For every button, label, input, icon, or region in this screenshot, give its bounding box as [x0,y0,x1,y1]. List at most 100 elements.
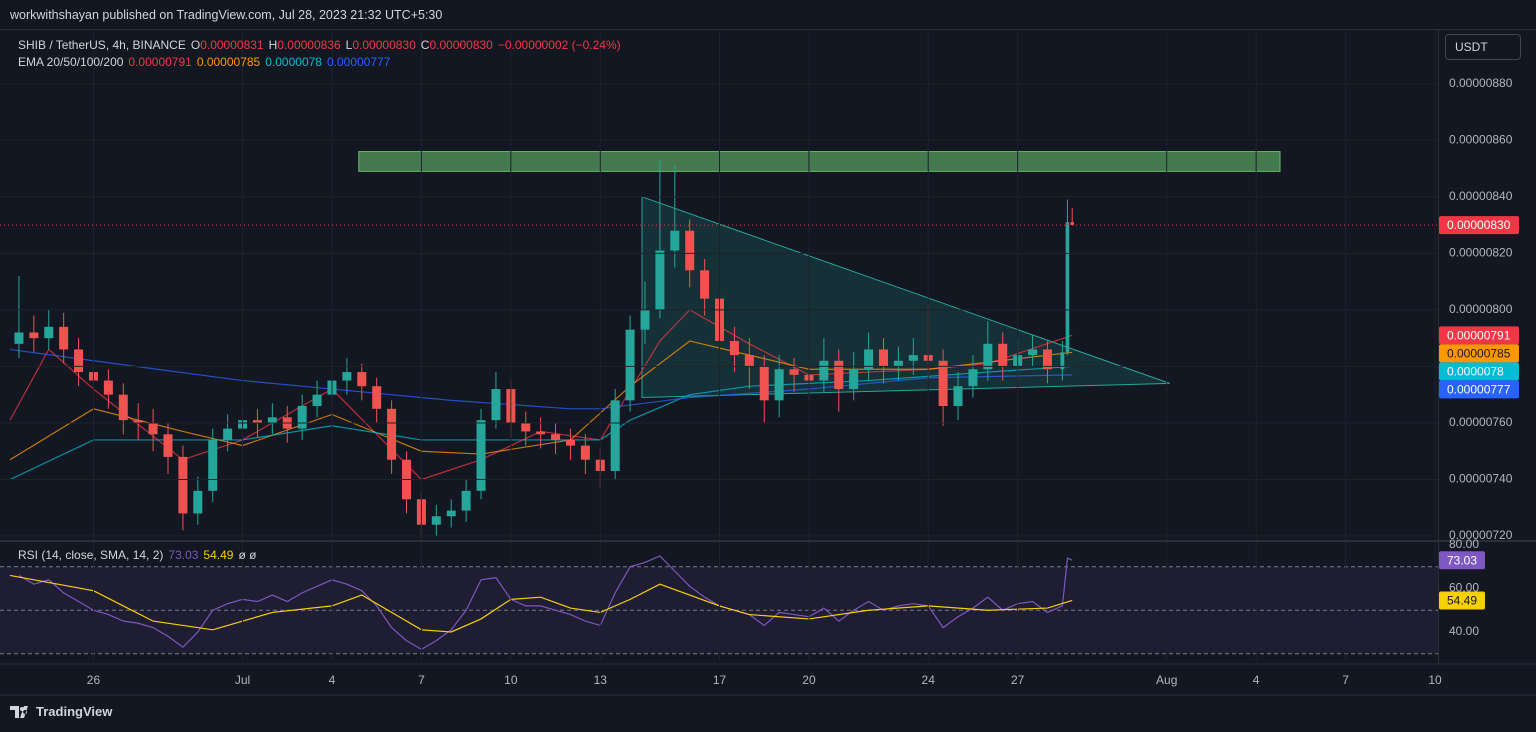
candle-body [357,372,367,387]
candle-body [387,408,397,460]
candle-body [446,510,456,517]
price-badge-label: 0.00000785 [1447,346,1511,360]
candle-body [476,420,486,491]
candle-body [312,394,322,406]
candle-body [625,329,635,401]
candle-body [551,434,561,440]
candle-body [252,420,262,423]
candle-body [1060,352,1065,370]
y-tick-label: 0.00000840 [1449,189,1513,203]
ema-value: 0.00000785 [196,55,261,69]
candle-body [565,439,575,446]
x-tick-label: 7 [1342,673,1349,687]
resistance-zone [358,151,1281,172]
candle-body [700,270,710,299]
x-tick-label: 20 [802,673,816,687]
currency-button[interactable]: USDT [1445,34,1521,60]
rsi-legend: RSI (14, close, SMA, 14, 2) 73.03 54.49 ø ø [18,548,261,562]
brand-name: TradingView [36,704,113,719]
ohlc-value: 0.00000831 [200,38,264,52]
rsi-line [18,555,1073,651]
candle-body [431,516,441,525]
candle-body [461,490,471,511]
candle-body [133,420,143,423]
price-badge-label: 0.0000078 [1447,364,1504,378]
price-badge-label: 0.00000791 [1447,328,1511,342]
x-tick-label: 27 [1011,673,1025,687]
indicator-name: EMA 20/50/100/200 [18,55,124,69]
x-tick-label: 17 [713,673,727,687]
rsi-band [0,566,1438,654]
x-tick-label: 10 [1428,673,1442,687]
candle-body [44,326,54,339]
candle-body [536,431,546,435]
candle-body [819,360,829,381]
x-tick-label: 4 [1253,673,1260,687]
x-tick-label: Aug [1156,673,1177,687]
y-tick-label: 0.00000740 [1449,472,1513,486]
price-badge [1439,216,1519,235]
x-tick-label: 26 [87,673,101,687]
price-badge [1439,362,1519,381]
candle-body [968,369,978,387]
rsi-pane [0,555,1438,655]
rsi-badge-label: 54.49 [1447,594,1477,608]
candle-body [29,332,39,339]
price-badge [1439,326,1519,345]
rsi-sma-line [9,574,1073,633]
y-tick-label: 0.00000760 [1449,415,1513,429]
candle-body [521,422,531,432]
rsi-tick-label: 80.00 [1449,537,1479,551]
ohlc-key: L [345,38,353,52]
candle-body [789,369,799,375]
ohlc-value: 0.00000836 [277,38,341,52]
ohlc-value: 0.00000830 [352,38,416,52]
price-badge [1439,380,1519,399]
candle-body [983,343,993,370]
candle-body [223,428,233,440]
candle-body [163,434,173,457]
ema-value: 0.00000791 [128,55,192,69]
ema-value: 0.00000777 [326,55,391,69]
ohlc-value: 0.00000830 [429,38,493,52]
publisher-line: workwithshayan published on TradingView.… [10,8,443,22]
candle-body [938,360,948,406]
candle-body [1070,222,1074,226]
y-tick-label: 0.00000860 [1449,132,1513,146]
candle-body [893,360,903,367]
candle-body [297,405,307,429]
ema-legend: EMA 20/50/100/200 0.00000791 0.00000785 0.0… [18,55,395,69]
candle-body [267,417,277,423]
y-tick-label: 0.00000880 [1449,76,1513,90]
ohlc-key: C [420,38,430,52]
symbol-title: SHIB / TetherUS, 4h, BINANCE [18,38,186,52]
rsi-tick-label: 60.00 [1449,581,1479,595]
candle-body [491,389,501,421]
candle-body [14,332,24,344]
price-badge-label: 0.00000830 [1447,218,1511,232]
x-tick-label: 10 [504,673,518,687]
triangle-pattern [641,196,1170,399]
x-tick-label: Jul [235,673,250,687]
candle-body [729,340,739,356]
candle-body [998,343,1008,367]
x-tick-label: 24 [922,673,936,687]
y-tick-label: 0.00000820 [1449,246,1513,260]
candle-body [849,369,859,390]
symbol-legend: SHIB / TetherUS, 4h, BINANCE O0.00000831 H… [18,38,626,52]
candle-body [744,355,754,367]
x-tick-label: 13 [594,673,608,687]
candle-body [908,355,918,361]
footer-brand: TradingView [10,704,112,719]
candle-body [372,386,382,409]
rsi-badge-label: 73.03 [1447,553,1477,567]
candle-body [148,422,158,435]
price-badge [1439,344,1519,363]
candle-body [1065,222,1070,353]
rsi-value: 73.03 [168,548,199,562]
ema-line [9,348,1073,410]
candle-body [580,445,590,460]
x-tick-label: 4 [329,673,336,687]
candle-body [610,400,620,472]
